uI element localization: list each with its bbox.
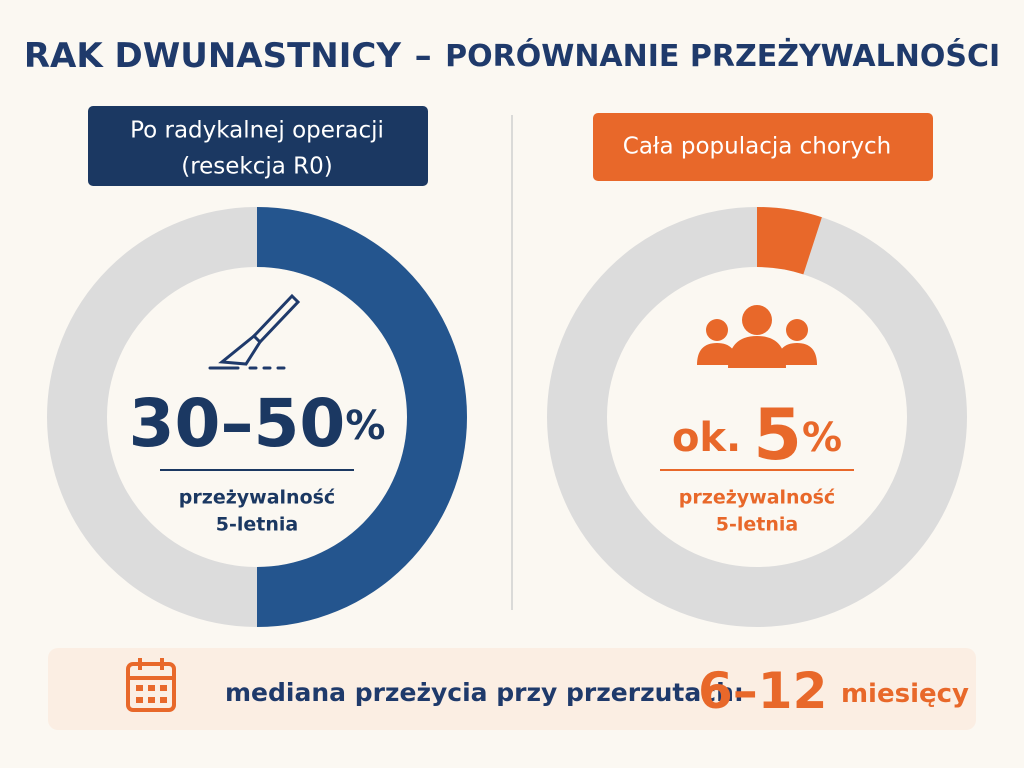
- value-unit: %: [345, 403, 385, 449]
- title-dash: –: [415, 36, 432, 76]
- panel-label: Po radykalnej operacji: [130, 118, 384, 144]
- donut-segment: [757, 207, 822, 275]
- donut-segment: [257, 207, 467, 627]
- title: RAK DWUNASTNICY – PORÓWNANIE PRZEŻYWALNO…: [24, 36, 1000, 76]
- caption: 5-letnia: [716, 514, 798, 536]
- panel-label: (resekcja R0): [181, 154, 333, 180]
- calendar-icon: [126, 658, 176, 712]
- caption: 5-letnia: [216, 514, 298, 536]
- value-number: 5: [753, 394, 802, 476]
- scalpel-icon: [208, 293, 301, 370]
- footer-text: mediana przeżycia przy przerzutach:: [225, 678, 744, 707]
- big-value: 30–50%: [129, 385, 386, 462]
- value-prefix: ok.: [672, 415, 741, 461]
- left-label-box: [88, 106, 428, 186]
- footer-number: 6–12: [698, 662, 827, 720]
- title-rest: PORÓWNANIE PRZEŻYWALNOŚCI: [445, 37, 1000, 74]
- caption: przeżywalność: [179, 487, 335, 509]
- calendar-dots: [136, 685, 167, 703]
- big-value: ok. 5%: [672, 394, 842, 476]
- right-label-box: [593, 113, 933, 181]
- footer-value: 6–12 miesięcy: [698, 662, 969, 720]
- caption: przeżywalność: [679, 487, 835, 509]
- value-unit: %: [802, 415, 842, 461]
- value-number: 30–50: [129, 385, 346, 462]
- people-icon: [697, 305, 817, 368]
- footer-unit: miesięcy: [841, 679, 969, 709]
- panel-label: Cała populacja chorych: [623, 134, 891, 160]
- footer-band: [48, 648, 976, 730]
- title-main: RAK DWUNASTNICY: [24, 36, 402, 76]
